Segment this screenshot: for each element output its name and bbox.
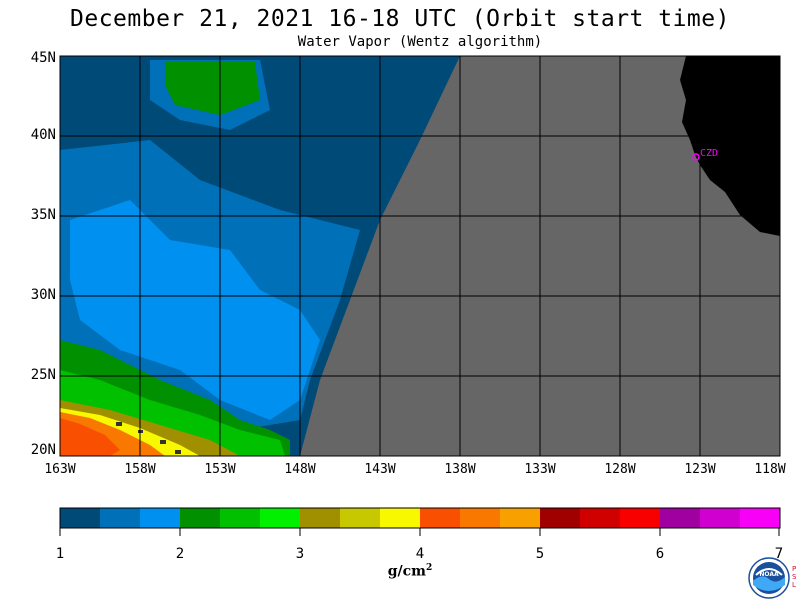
map-subtitle: Water Vapor (Wentz algorithm)	[297, 34, 543, 50]
colorbar-cell	[300, 508, 341, 528]
colorbar-cell	[580, 508, 621, 528]
colorbar-cells	[60, 508, 781, 528]
colorbar-tick-label: 7	[774, 546, 784, 562]
colorbar-cell	[220, 508, 261, 528]
island	[160, 440, 166, 444]
lon-label: 128W	[604, 462, 636, 477]
colorbar-cell	[660, 508, 701, 528]
city-label: CZD	[700, 148, 718, 159]
lat-label: 40N	[30, 127, 56, 143]
colorbar-cell	[420, 508, 461, 528]
lat-label: 20N	[30, 442, 56, 458]
swath-green-north	[165, 62, 260, 115]
colorbar-cell	[340, 508, 381, 528]
colorbar-cell	[180, 508, 221, 528]
colorbar-cell	[100, 508, 141, 528]
colorbar-tick-label: 6	[655, 546, 665, 562]
colorbar-cell	[500, 508, 541, 528]
lon-label: 123W	[684, 462, 716, 477]
colorbar-cell	[380, 508, 421, 528]
land-north-america	[680, 56, 780, 236]
map-field	[60, 56, 780, 456]
lon-label: 143W	[364, 462, 396, 477]
lon-label: 148W	[284, 462, 316, 477]
colorbar-cell	[620, 508, 661, 528]
swath-bright-blue	[70, 200, 320, 420]
colorbar-ticks	[59, 528, 780, 536]
island	[175, 450, 181, 454]
colorbar-tick-label: 1	[55, 546, 65, 562]
lon-label: 138W	[444, 462, 476, 477]
map-frame	[59, 55, 781, 457]
lon-label: 153W	[204, 462, 236, 477]
lat-label: 35N	[30, 207, 56, 223]
colorbar-cell	[740, 508, 781, 528]
colorbar-tick-label: 4	[415, 546, 425, 562]
lat-label: 25N	[30, 367, 56, 383]
colorbar-cell	[540, 508, 581, 528]
colorbar-cell	[700, 508, 741, 528]
lon-label: 133W	[524, 462, 556, 477]
lat-label: 45N	[30, 50, 56, 66]
graticule	[60, 56, 780, 456]
lat-label: 30N	[30, 287, 56, 303]
noaa-logo: NOAA	[748, 557, 790, 599]
lon-label: 158W	[124, 462, 156, 477]
colorbar-cell	[60, 508, 101, 528]
colorbar-unit: g/cm2	[387, 563, 433, 580]
colorbar-cell	[140, 508, 181, 528]
island	[116, 422, 122, 426]
colorbar-tick-label: 3	[295, 546, 305, 562]
colorbar-tick-label: 2	[175, 546, 185, 562]
map-title: December 21, 2021 16-18 UTC (Orbit start…	[70, 6, 730, 32]
swath-red-orange	[60, 418, 120, 456]
lon-label: 163W	[44, 462, 76, 477]
colorbar-tick-label: 5	[535, 546, 545, 562]
svg-text:NOAA: NOAA	[759, 571, 779, 578]
colorbar-cell	[460, 508, 501, 528]
colorbar-cell	[260, 508, 301, 528]
lon-label: 118W	[754, 462, 786, 477]
city-marker	[692, 153, 700, 161]
